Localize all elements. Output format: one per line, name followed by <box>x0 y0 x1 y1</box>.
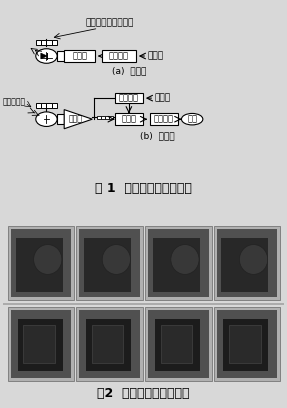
Text: 图2  部分光电开关外形图: 图2 部分光电开关外形图 <box>97 387 189 400</box>
Polygon shape <box>41 53 47 59</box>
Text: 负载: 负载 <box>187 115 197 124</box>
Bar <box>96 116 101 119</box>
Bar <box>57 114 64 124</box>
Bar <box>145 226 212 300</box>
Bar <box>18 319 63 371</box>
Text: 接电源: 接电源 <box>148 51 164 60</box>
Bar <box>102 50 136 62</box>
Bar <box>223 319 268 371</box>
Bar <box>8 226 74 300</box>
Bar <box>145 307 212 381</box>
Bar <box>46 104 52 108</box>
Bar <box>41 40 46 44</box>
Bar <box>105 116 109 119</box>
Ellipse shape <box>181 113 203 125</box>
Bar <box>153 238 200 292</box>
Bar <box>92 325 123 363</box>
Bar <box>216 310 277 378</box>
Circle shape <box>36 112 57 126</box>
Bar <box>148 310 209 378</box>
Bar <box>115 113 143 125</box>
Bar <box>79 229 140 297</box>
Bar <box>15 238 63 292</box>
Text: 整流稳压: 整流稳压 <box>119 93 139 103</box>
Bar <box>101 116 105 119</box>
Bar <box>41 104 46 108</box>
Bar <box>214 226 280 300</box>
Text: 解调器: 解调器 <box>121 115 136 124</box>
Bar <box>86 319 131 371</box>
Circle shape <box>102 244 131 274</box>
Bar <box>115 93 143 103</box>
Circle shape <box>171 244 199 274</box>
Bar <box>76 307 143 381</box>
Bar <box>148 229 209 297</box>
Bar <box>8 307 74 381</box>
Bar <box>11 310 71 378</box>
Bar <box>64 50 95 62</box>
Bar <box>52 104 57 108</box>
Bar <box>109 116 113 119</box>
Text: (a)  发射器: (a) 发射器 <box>112 66 147 75</box>
Circle shape <box>36 49 57 63</box>
Text: 加调制信号的发射管: 加调制信号的发射管 <box>86 18 134 27</box>
Bar <box>24 325 55 363</box>
Bar <box>36 104 41 108</box>
Bar <box>52 40 57 44</box>
Bar <box>84 238 131 292</box>
Text: (b)  接收器: (b) 接收器 <box>140 131 175 140</box>
Bar <box>214 307 280 381</box>
Bar <box>155 319 200 371</box>
Text: 图 1  光电开关工作示意图: 图 1 光电开关工作示意图 <box>95 182 192 195</box>
Polygon shape <box>64 110 92 129</box>
Text: 充电三极管: 充电三极管 <box>3 98 26 106</box>
Text: 放大器: 放大器 <box>69 115 82 124</box>
Bar <box>76 226 143 300</box>
Bar <box>161 325 192 363</box>
Text: 接电源: 接电源 <box>155 93 171 103</box>
Text: 整流稳压: 整流稳压 <box>109 51 129 60</box>
Bar <box>36 40 41 44</box>
Text: 调制器: 调制器 <box>72 51 87 60</box>
Bar <box>11 229 71 297</box>
Bar <box>229 325 261 363</box>
Text: 时钟逻辑: 时钟逻辑 <box>154 115 174 124</box>
Bar <box>57 51 64 61</box>
Circle shape <box>239 244 268 274</box>
Circle shape <box>34 244 62 274</box>
Bar <box>216 229 277 297</box>
Bar <box>150 113 178 125</box>
Bar <box>79 310 140 378</box>
Bar <box>46 40 52 44</box>
Bar <box>221 238 268 292</box>
